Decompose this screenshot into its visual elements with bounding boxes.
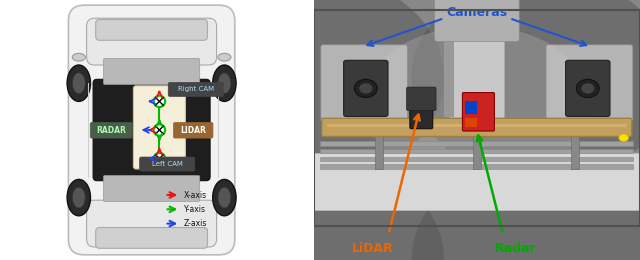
FancyBboxPatch shape [449,0,504,118]
Text: Left CAM: Left CAM [152,161,182,167]
Text: X-axis: X-axis [184,191,207,199]
FancyBboxPatch shape [322,118,632,136]
Ellipse shape [67,179,90,216]
FancyBboxPatch shape [566,60,610,116]
Bar [326,124,627,127]
FancyBboxPatch shape [86,18,216,65]
Text: RADAR: RADAR [97,126,126,135]
Circle shape [577,79,599,98]
FancyBboxPatch shape [406,87,436,110]
Circle shape [154,153,165,164]
Circle shape [154,124,165,136]
FancyBboxPatch shape [96,228,207,248]
Bar [320,141,634,146]
Bar [320,157,634,161]
FancyBboxPatch shape [104,176,200,202]
Text: LIDAR: LIDAR [180,126,206,135]
FancyBboxPatch shape [410,100,433,129]
Circle shape [154,96,165,107]
FancyBboxPatch shape [344,60,388,116]
Bar [473,135,481,169]
Ellipse shape [412,0,640,182]
Bar [320,164,634,169]
Ellipse shape [218,73,231,94]
Ellipse shape [72,187,85,208]
Text: Right CAM: Right CAM [178,86,214,93]
FancyBboxPatch shape [168,82,223,96]
Ellipse shape [412,156,640,260]
Ellipse shape [183,0,444,182]
Text: LiDAR: LiDAR [351,242,393,255]
Ellipse shape [72,53,85,61]
FancyBboxPatch shape [310,153,640,211]
FancyBboxPatch shape [546,45,633,122]
Ellipse shape [183,156,444,260]
FancyBboxPatch shape [173,122,213,138]
Text: Y-axis: Y-axis [184,205,206,214]
FancyBboxPatch shape [104,58,200,84]
Ellipse shape [212,179,236,216]
FancyBboxPatch shape [93,79,210,181]
Ellipse shape [67,65,90,101]
Ellipse shape [362,26,591,182]
FancyBboxPatch shape [68,5,235,255]
FancyBboxPatch shape [86,200,216,247]
Ellipse shape [218,187,231,208]
FancyBboxPatch shape [435,0,519,42]
Bar [320,149,634,153]
Bar [571,135,579,169]
FancyBboxPatch shape [96,20,207,40]
Bar [465,101,477,114]
FancyBboxPatch shape [321,45,408,122]
Bar [444,0,454,117]
FancyBboxPatch shape [133,86,186,169]
Ellipse shape [212,65,236,101]
Text: Radar: Radar [495,242,537,255]
Text: Cameras: Cameras [446,6,508,20]
FancyBboxPatch shape [463,93,495,131]
FancyBboxPatch shape [140,157,195,171]
Ellipse shape [72,73,85,94]
Circle shape [581,83,595,94]
Ellipse shape [218,53,231,61]
Circle shape [355,79,377,98]
Circle shape [359,83,372,94]
Bar [375,135,383,169]
Bar [465,118,477,127]
Circle shape [619,134,628,142]
FancyBboxPatch shape [90,122,132,138]
Text: Z-axis: Z-axis [184,219,207,228]
